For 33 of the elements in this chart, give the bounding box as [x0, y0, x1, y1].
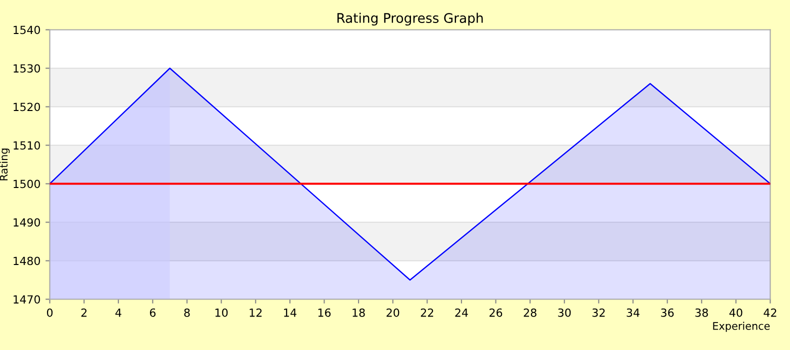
x-tick-label: 38	[695, 308, 708, 317]
x-axis-title: Experience	[713, 322, 770, 332]
x-tick-label: 18	[352, 308, 365, 317]
x-tick-label: 0	[46, 308, 53, 317]
y-tick-label: 1540	[14, 26, 40, 34]
y-tick-label: 1510	[14, 141, 40, 150]
x-tick-label: 16	[318, 308, 331, 317]
y-tick-label: 1490	[14, 218, 40, 227]
y-tick-label: 1480	[14, 256, 40, 266]
x-tick-label: 14	[284, 308, 296, 317]
x-tick-label: 34	[626, 308, 640, 317]
y-tick-label: 1530	[14, 64, 40, 73]
x-tick-label: 10	[215, 308, 228, 317]
x-tick-label: 24	[455, 308, 468, 317]
x-tick-label: 26	[490, 308, 502, 317]
x-tick-label: 6	[150, 308, 156, 317]
y-tick-label: 1470	[14, 295, 40, 304]
x-tick-label: 12	[250, 308, 262, 317]
x-tick-label: 4	[115, 308, 122, 317]
x-tick-label: 30	[558, 308, 571, 317]
x-tick-label: 42	[764, 308, 776, 317]
y-tick-label: 1500	[14, 180, 40, 188]
x-tick-label: 2	[81, 308, 86, 317]
x-tick-label: 40	[729, 308, 742, 317]
y-axis-title: Rating	[0, 148, 10, 180]
x-tick-label: 8	[184, 308, 190, 317]
chart-title: Rating Progress Graph	[337, 12, 483, 26]
x-tick-label: 20	[386, 308, 400, 317]
x-tick-label: 36	[661, 308, 674, 317]
x-tick-label: 28	[524, 308, 536, 317]
x-tick-label: 22	[420, 308, 434, 317]
x-tick-label: 32	[592, 308, 605, 317]
y-tick-label: 1520	[14, 102, 40, 112]
